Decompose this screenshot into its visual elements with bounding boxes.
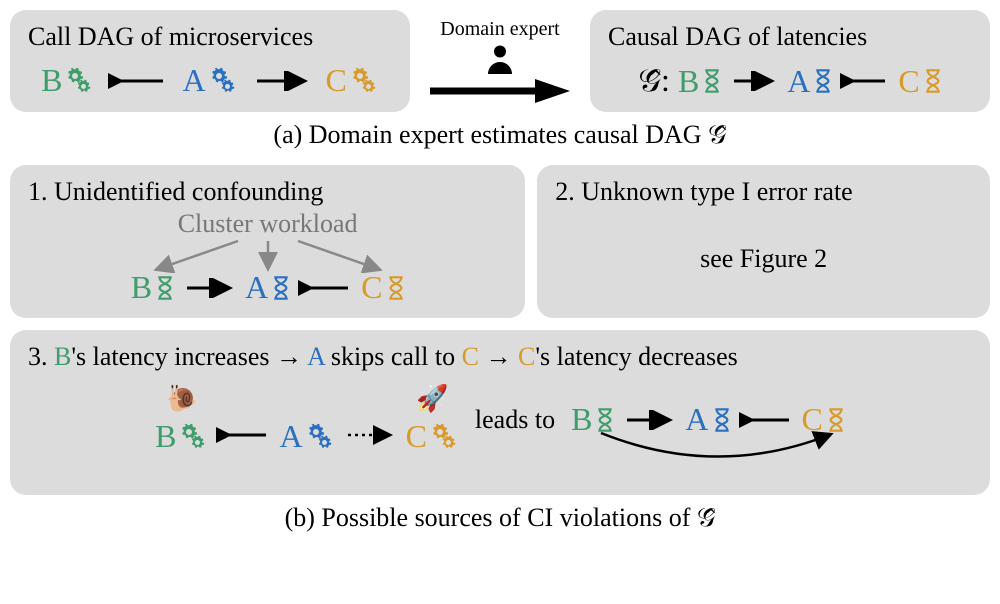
node-c-fast: 🚀 C bbox=[406, 384, 459, 455]
node-c-label: C bbox=[361, 269, 382, 306]
rocket-icon: 🚀 bbox=[416, 384, 448, 414]
node-c-gears: C bbox=[326, 62, 379, 99]
person-icon bbox=[482, 41, 518, 77]
leads-to-text: leads to bbox=[475, 405, 555, 435]
hourglass-icon bbox=[814, 69, 832, 93]
big-arrow-right-icon bbox=[425, 77, 575, 105]
panel-type1-title: 2. Unknown type I error rate bbox=[555, 177, 852, 207]
panel-call-dag: Call DAG of microservices B A C bbox=[10, 10, 410, 112]
arrow-right-icon bbox=[252, 71, 312, 91]
panel-type1-error: 2. Unknown type I error rate see Figure … bbox=[537, 165, 990, 318]
t: → bbox=[479, 342, 518, 371]
section-a-row: Call DAG of microservices B A C bbox=[10, 10, 990, 112]
hourglass-icon bbox=[272, 276, 290, 300]
node-c-hourglass: C bbox=[361, 269, 404, 306]
panel-confounding: 1. Unidentified confounding Cluster work… bbox=[10, 165, 525, 318]
node-b-label: B bbox=[41, 62, 62, 99]
caption-a: (a) Domain expert estimates causal DAG 𝒢… bbox=[10, 120, 990, 151]
node-b-hourglass: B bbox=[678, 63, 721, 100]
node-b-label: B bbox=[131, 269, 152, 306]
arrow-right-icon bbox=[729, 71, 779, 91]
t: A bbox=[307, 342, 324, 371]
t: 3. bbox=[28, 342, 54, 371]
arrow-left-icon bbox=[840, 71, 890, 91]
arrow-left-icon bbox=[108, 71, 168, 91]
panel-call-dag-title: Call DAG of microservices bbox=[28, 22, 392, 52]
gears-icon bbox=[210, 67, 238, 95]
hourglass-icon bbox=[387, 276, 405, 300]
caption-b: (b) Possible sources of CI violations of… bbox=[10, 503, 990, 534]
node-c-label: C bbox=[406, 418, 427, 455]
t: skips call to bbox=[324, 342, 461, 371]
t: 's latency increases → bbox=[71, 342, 307, 371]
arrow-left-icon bbox=[739, 410, 794, 430]
panel-causal-dag: Causal DAG of latencies 𝒢̂: B A C bbox=[590, 10, 990, 112]
node-a-hourglass: A bbox=[245, 269, 290, 306]
panel-causal-dag-title: Causal DAG of latencies bbox=[608, 22, 972, 52]
node-a-label: A bbox=[787, 63, 810, 100]
snail-icon: 🐌 bbox=[166, 384, 198, 414]
node-a-label: A bbox=[279, 418, 302, 455]
scenario3-right-cluster: B A C bbox=[571, 401, 845, 438]
t: C bbox=[518, 342, 535, 371]
arrow-left-icon bbox=[298, 278, 353, 298]
node-a-gears: A bbox=[279, 418, 334, 455]
node-b-slow: 🐌 B bbox=[155, 384, 208, 455]
node-c-label: C bbox=[898, 63, 919, 100]
gears-icon bbox=[307, 423, 335, 451]
node-c-hourglass: C bbox=[898, 63, 941, 100]
t: B bbox=[54, 342, 71, 371]
gears-icon bbox=[351, 67, 379, 95]
confounder-label: Cluster workload bbox=[178, 209, 358, 239]
curved-arrow-icon bbox=[571, 429, 861, 469]
hourglass-icon bbox=[924, 69, 942, 93]
panel-type1-body: see Figure 2 bbox=[700, 244, 827, 274]
node-b-label: B bbox=[678, 63, 699, 100]
node-c-label: C bbox=[326, 62, 347, 99]
arrow-right-icon bbox=[182, 278, 237, 298]
arrow-left-icon bbox=[216, 425, 271, 445]
domain-expert-block: Domain expert bbox=[410, 10, 590, 112]
dotted-arrow-right-icon bbox=[343, 425, 398, 445]
gears-icon bbox=[431, 423, 459, 451]
node-a-label: A bbox=[182, 62, 205, 99]
t: C bbox=[462, 342, 479, 371]
hourglass-icon bbox=[827, 408, 845, 432]
node-a-hourglass: A bbox=[787, 63, 832, 100]
scenario3-headline: 3. B's latency increases → A skips call … bbox=[28, 342, 972, 372]
gears-icon bbox=[66, 67, 94, 95]
node-a-gears: A bbox=[182, 62, 237, 99]
node-b-label: B bbox=[155, 418, 176, 455]
hourglass-icon bbox=[156, 276, 174, 300]
node-b-gears: B bbox=[41, 62, 94, 99]
scenario3-left-cluster: 🐌 B A 🚀 bbox=[155, 384, 459, 455]
section-b-row1: 1. Unidentified confounding Cluster work… bbox=[10, 165, 990, 318]
gears-icon bbox=[180, 423, 208, 451]
hourglass-icon bbox=[596, 408, 614, 432]
panel-confounding-title: 1. Unidentified confounding bbox=[28, 177, 507, 207]
ghat-prefix: 𝒢̂: bbox=[638, 62, 670, 100]
panel-scenario3: 3. B's latency increases → A skips call … bbox=[10, 330, 990, 495]
node-a-label: A bbox=[245, 269, 268, 306]
confounder-arrows-icon bbox=[118, 239, 418, 273]
arrow-right-icon bbox=[622, 410, 677, 430]
t: 's latency decreases bbox=[535, 342, 737, 371]
hourglass-icon bbox=[713, 408, 731, 432]
hourglass-icon bbox=[703, 69, 721, 93]
domain-expert-label: Domain expert bbox=[440, 18, 559, 41]
node-b-hourglass: B bbox=[131, 269, 174, 306]
